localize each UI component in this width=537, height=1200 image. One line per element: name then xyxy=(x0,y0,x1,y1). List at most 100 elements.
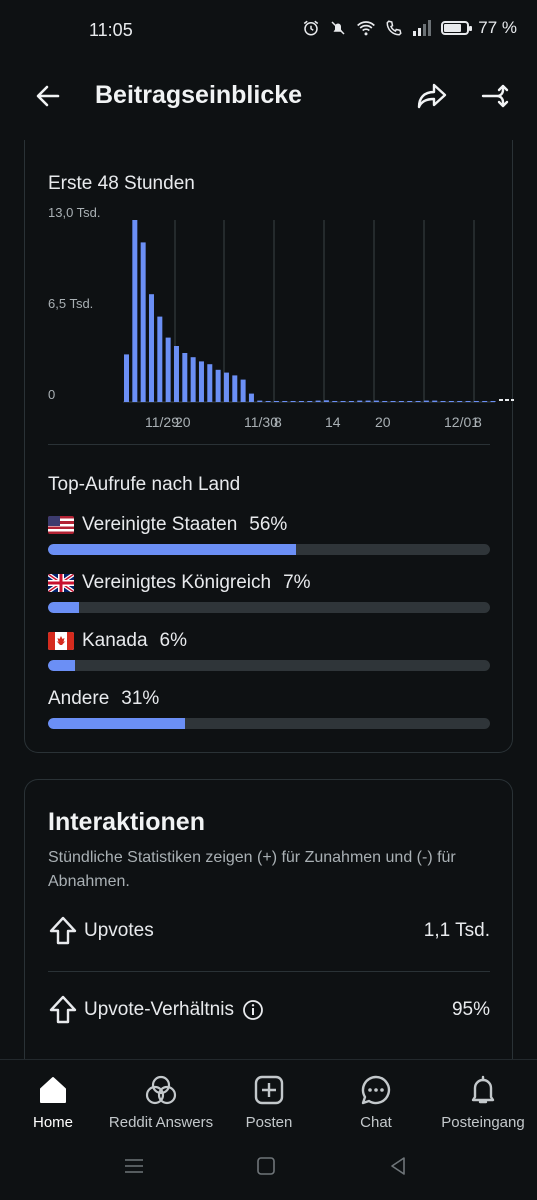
info-icon xyxy=(243,1000,263,1020)
nav-reddit-answers[interactable]: Reddit Answers xyxy=(106,1072,216,1131)
country-row: Kanada 6% xyxy=(48,630,187,652)
uk-flag xyxy=(48,574,74,592)
chart-bar xyxy=(448,401,454,402)
alarm-icon xyxy=(304,20,319,36)
interactions-description: Stündliche Statistiken zeigen (+) für Zu… xyxy=(48,849,456,890)
chart-x-tick-label: 12/01 xyxy=(444,414,479,430)
chart-x-tick-label: 20 xyxy=(175,414,191,430)
upvotes-value: 1,1 Tsd. xyxy=(423,920,490,941)
chart-x-tick-label: 11/29 xyxy=(145,414,179,430)
chart-bar xyxy=(340,401,346,402)
upvote-icon xyxy=(49,995,77,1024)
system-nav-bar xyxy=(0,1156,537,1186)
chart-bar xyxy=(348,401,354,402)
chart-bar xyxy=(315,400,321,402)
status-time: 11:05 xyxy=(89,20,133,40)
chart-bar xyxy=(332,401,338,402)
crosspost-icon xyxy=(481,84,509,108)
country-label: Vereinigte Staaten xyxy=(82,514,238,535)
upvote-icon xyxy=(49,916,77,945)
chart-bar xyxy=(257,400,263,402)
chart-bar xyxy=(398,401,404,402)
chart-bar xyxy=(207,364,213,402)
country-row: Andere 31% xyxy=(48,688,159,710)
chart-bar xyxy=(298,401,304,402)
chart-bar xyxy=(282,401,288,402)
country-row: Vereinigte Staaten 56% xyxy=(48,514,287,536)
ratio-row: Upvote-Verhältnis 95% xyxy=(48,994,490,1026)
divider xyxy=(48,971,490,972)
chart-bar xyxy=(248,393,254,402)
share-icon xyxy=(417,83,447,109)
chart-bar xyxy=(290,401,296,402)
chart-bar xyxy=(157,316,163,402)
nav-home-label: Home xyxy=(32,1114,73,1131)
chart-title: Erste 48 Stunden xyxy=(48,173,195,194)
country-progress-track xyxy=(48,718,490,729)
nav-posteingang[interactable]: Posteingang xyxy=(428,1072,537,1131)
crosspost-button[interactable] xyxy=(474,74,518,118)
chart-bar xyxy=(473,401,479,402)
home-system-icon[interactable] xyxy=(256,1156,276,1176)
country-percent: 56% xyxy=(249,514,288,535)
chart-bar xyxy=(407,401,413,402)
nav-posten-label: Posten xyxy=(245,1114,293,1131)
ratio-label: Upvote-Verhältnis xyxy=(84,999,234,1020)
country-progress-track xyxy=(48,544,490,555)
chart-bar xyxy=(173,346,179,402)
interactions-card: Interaktionen Stündliche Statistiken zei… xyxy=(24,779,513,1079)
nav-posteingang-label: Posteingang xyxy=(441,1114,525,1131)
chart-bar xyxy=(440,401,446,402)
divider xyxy=(48,444,490,445)
chart-bar xyxy=(390,401,396,402)
chart-bar xyxy=(365,400,371,402)
chart-bar xyxy=(307,401,313,402)
chart-bar xyxy=(323,400,329,402)
ratio-value: 95% xyxy=(451,999,490,1020)
chart-bar xyxy=(140,242,146,402)
interactions-title: Interaktionen xyxy=(48,808,205,836)
chart-bar xyxy=(423,400,429,402)
country-progress-fill xyxy=(48,602,79,613)
nav-chat[interactable]: Chat xyxy=(321,1072,431,1131)
nav-home[interactable]: Home xyxy=(0,1072,108,1131)
chart-bar xyxy=(190,357,196,402)
page-title: Beitragseinblicke xyxy=(95,81,303,109)
upvotes-label: Upvotes xyxy=(84,920,154,941)
chart-bar xyxy=(182,353,188,402)
nav-posten[interactable]: Posten xyxy=(214,1072,324,1131)
country-progress-track xyxy=(48,660,490,671)
arrow-left-icon xyxy=(36,85,60,107)
signal-icon xyxy=(413,20,432,36)
share-button[interactable] xyxy=(410,74,454,118)
chat-icon xyxy=(361,1075,391,1105)
recents-icon[interactable] xyxy=(123,1156,145,1176)
country-row: Vereinigtes Königreich 7% xyxy=(48,572,311,594)
bell-icon xyxy=(471,1075,495,1104)
chart-bar xyxy=(240,379,246,402)
answers-icon xyxy=(145,1075,177,1105)
chart-bar xyxy=(215,369,221,402)
status-icons: 77 % xyxy=(302,18,517,38)
chart-bar xyxy=(482,401,488,402)
chart-x-tick-label: 8 xyxy=(274,414,282,430)
country-progress-fill xyxy=(48,660,75,671)
chart-bar xyxy=(273,401,279,402)
country-label: Andere xyxy=(48,688,110,709)
chart-bar xyxy=(490,401,496,402)
country-progress-fill xyxy=(48,544,296,555)
chart-bar xyxy=(373,400,379,402)
wifi-icon xyxy=(357,21,376,36)
chart-bar xyxy=(457,401,463,402)
chart-bar xyxy=(465,401,471,402)
chart-bar xyxy=(132,220,138,402)
home-icon xyxy=(40,1077,66,1103)
chart-y-tick-label: 0 xyxy=(48,387,55,402)
chart-y-tick-label: 6,5 Tsd. xyxy=(48,296,93,311)
countries-title: Top-Aufrufe nach Land xyxy=(48,474,241,495)
back-button[interactable] xyxy=(26,74,70,118)
chart-bar xyxy=(357,400,363,402)
chart-bar xyxy=(382,401,388,402)
info-button[interactable] xyxy=(242,999,264,1021)
back-system-icon[interactable] xyxy=(388,1156,408,1176)
